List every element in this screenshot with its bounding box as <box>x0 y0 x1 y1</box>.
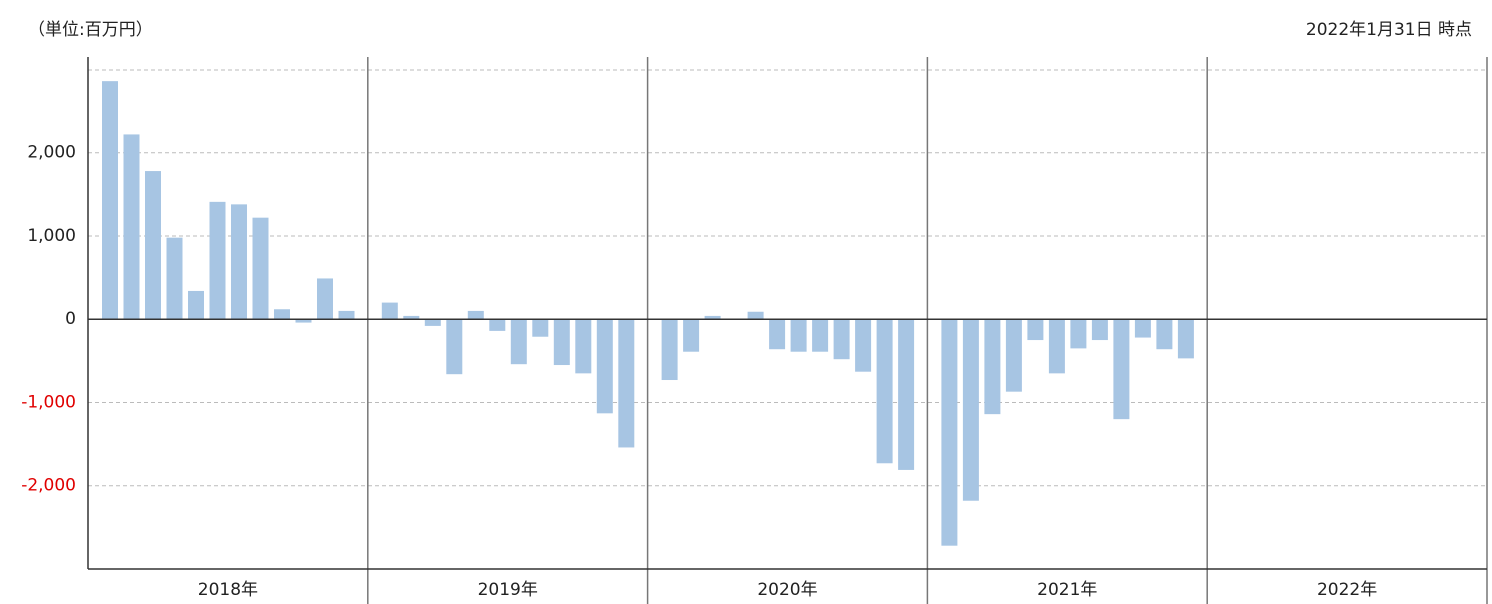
bar <box>295 319 312 323</box>
bar <box>962 319 979 501</box>
bar <box>252 217 269 320</box>
bar <box>984 319 1001 415</box>
bar <box>231 204 247 320</box>
y-tick-label: -1,000 <box>21 392 76 412</box>
x-tick-label: 2022年 <box>1317 580 1377 600</box>
x-tick-label: 2018年 <box>198 580 258 600</box>
unit-note: （単位:百万円） <box>28 20 153 40</box>
y-tick-label: -2,000 <box>21 476 76 496</box>
bar <box>467 310 484 320</box>
bar <box>102 81 118 320</box>
bar <box>510 319 527 365</box>
bar <box>317 278 333 320</box>
bar <box>123 134 140 320</box>
bar <box>424 319 441 326</box>
bar <box>446 319 463 375</box>
bar <box>338 310 355 320</box>
y-tick-label: 2,000 <box>27 143 76 163</box>
bar <box>532 319 549 337</box>
bar <box>145 171 161 320</box>
bar <box>209 201 226 320</box>
bar <box>661 319 678 381</box>
bar <box>812 319 829 352</box>
x-tick-label: 2020年 <box>757 580 817 600</box>
bar <box>790 319 807 352</box>
bar <box>1091 319 1108 341</box>
bar <box>898 319 915 470</box>
bar <box>381 302 398 320</box>
bar <box>1134 319 1151 338</box>
bar <box>166 237 183 320</box>
bar <box>1113 319 1130 420</box>
bar <box>618 319 635 448</box>
x-tick-label: 2021年 <box>1037 580 1097 600</box>
bar <box>941 319 958 546</box>
x-tick-label: 2019年 <box>478 580 538 600</box>
bar <box>876 319 893 464</box>
as-of: 2022年1月31日 時点 <box>1306 20 1472 40</box>
bar <box>274 309 290 320</box>
y-tick-label: 1,000 <box>27 226 76 246</box>
bar <box>855 319 872 372</box>
bar <box>403 315 420 320</box>
bar <box>1177 319 1194 359</box>
bar <box>704 315 721 320</box>
bar <box>553 319 570 366</box>
bar <box>769 319 786 350</box>
bar <box>747 311 764 320</box>
bar <box>1005 319 1022 392</box>
bar <box>1048 319 1065 374</box>
bar <box>833 319 850 360</box>
bar <box>1070 319 1087 349</box>
bar <box>596 319 613 414</box>
bar <box>1027 319 1044 341</box>
bar <box>575 319 592 374</box>
bar <box>489 319 506 331</box>
y-tick-label: 0 <box>65 309 76 329</box>
bar <box>188 290 204 320</box>
bar <box>683 319 700 352</box>
bar <box>1156 319 1173 350</box>
